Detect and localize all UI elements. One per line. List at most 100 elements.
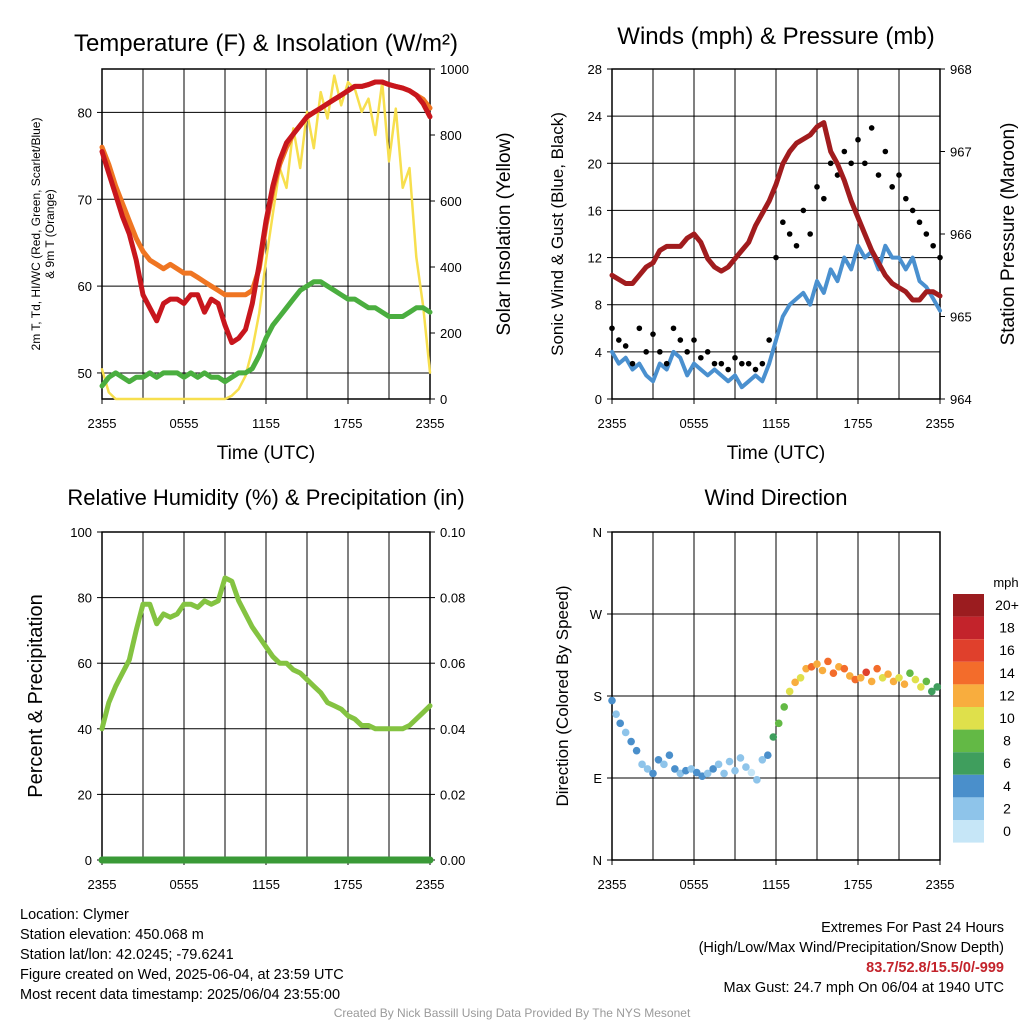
direction-point <box>747 768 756 777</box>
y-tick-label: 16 <box>588 203 602 218</box>
y-axis-label-direction: Direction (Colored By Speed) <box>553 585 572 806</box>
station-latlon: Station lat/lon: 42.0245; -79.6241 <box>20 947 234 963</box>
direction-point <box>873 664 881 673</box>
gust-point <box>684 349 690 355</box>
x-axis-label-temperature: Time (UTC) <box>217 443 316 464</box>
y2-tick-label: 0.02 <box>440 787 465 802</box>
y2-tick-label: 965 <box>950 310 972 325</box>
direction-point <box>813 660 821 668</box>
direction-point <box>796 673 805 682</box>
gust-point <box>916 219 923 226</box>
gust-point <box>807 231 813 237</box>
gust-point <box>821 195 827 202</box>
y2-tick-label: 0 <box>440 392 447 407</box>
gust-point <box>711 360 718 367</box>
y2-tick-label: 0.04 <box>440 722 465 737</box>
direction-point <box>758 755 767 764</box>
x-tick-label: 1155 <box>252 877 280 892</box>
station-location: Location: Clymer <box>20 907 129 923</box>
direction-point <box>922 677 931 686</box>
station-elevation: Station elevation: 450.068 m <box>20 927 204 943</box>
direction-point <box>889 677 898 686</box>
extremes-subtitle: (High/Low/Max Wind/Precipitation/Snow De… <box>698 940 1004 956</box>
y-axis-label-line: 2m T, Td, HI/WC (Red, Green, Scarlet/Blu… <box>29 118 43 351</box>
gust-point <box>732 354 738 361</box>
gust-point <box>800 207 807 214</box>
x-tick-label: 1755 <box>334 416 363 431</box>
colorbar-label: 18 <box>999 620 1015 636</box>
y-tick-label: 8 <box>595 298 602 313</box>
colorbar-swatch <box>953 774 984 798</box>
gust-point <box>896 172 902 178</box>
gust-point <box>875 172 882 178</box>
x-tick-label: 1155 <box>252 416 280 431</box>
y-tick-label: 20 <box>78 787 92 802</box>
x-tick-label: 0555 <box>680 416 709 431</box>
colorbar-title: mph <box>993 575 1018 590</box>
y-tick-label: 40 <box>78 722 92 737</box>
direction-point <box>692 768 701 777</box>
direction-point <box>780 703 788 711</box>
gust-point <box>868 125 875 131</box>
gust-point <box>780 219 786 226</box>
max-gust: Max Gust: 24.7 mph On 06/04 at 1940 UTC <box>723 980 1004 996</box>
gust-point <box>862 160 868 167</box>
colorbar-label: 10 <box>999 710 1015 726</box>
series-line-pressure <box>609 120 943 303</box>
direction-point <box>818 666 827 675</box>
gust-point <box>759 360 766 367</box>
colorbar-label: 0 <box>1003 823 1011 839</box>
gust-point <box>622 343 629 349</box>
y2-tick-label: 967 <box>950 145 972 160</box>
y-tick-label: 28 <box>588 62 602 77</box>
y-axis-label-temperature: 2m T, Td, HI/WC (Red, Green, Scarlet/Blu… <box>29 118 57 351</box>
x-tick-label: 2355 <box>416 416 445 431</box>
direction-point <box>867 677 876 686</box>
direction-point <box>621 728 630 737</box>
x-tick-label: 0555 <box>170 416 199 431</box>
y2-tick-label: 200 <box>440 326 462 341</box>
direction-point <box>709 765 717 773</box>
y-tick-label: 12 <box>588 251 602 266</box>
chart-title-winds: Winds (mph) & Pressure (mb) <box>617 23 934 50</box>
gust-point <box>752 366 759 373</box>
x-tick-label: 1155 <box>762 877 790 892</box>
direction-point <box>654 755 663 764</box>
colorbar-swatch <box>953 707 984 730</box>
direction-point <box>829 669 838 678</box>
direction-point <box>703 769 712 778</box>
x-tick-label: 2355 <box>926 877 955 892</box>
colorbar-label: 12 <box>999 687 1015 703</box>
direction-point <box>917 683 925 691</box>
y-tick-label: 100 <box>70 525 92 540</box>
colorbar-label: 6 <box>1003 755 1011 771</box>
gust-point <box>889 184 895 190</box>
gust-point <box>698 354 704 361</box>
gust-point <box>855 136 861 143</box>
direction-point <box>906 669 914 678</box>
recent-timestamp: Most recent data timestamp: 2025/06/04 2… <box>20 987 341 1003</box>
gust-point <box>718 360 725 367</box>
gust-point <box>841 148 848 155</box>
y-tick-label: N <box>593 525 602 540</box>
direction-point <box>928 687 936 696</box>
gust-point <box>814 184 820 190</box>
x-tick-label: 1155 <box>762 416 790 431</box>
y2-tick-label: 800 <box>440 128 462 143</box>
gust-point <box>609 325 615 332</box>
colorbar-label: 20+ <box>995 597 1019 613</box>
direction-point <box>900 680 909 688</box>
x-tick-label: 2355 <box>598 877 627 892</box>
colorbar-swatch <box>953 797 984 820</box>
gust-point <box>629 360 636 367</box>
extremes-info: Extremes For Past 24 Hours (High/Low/Max… <box>699 918 1004 998</box>
y-tick-label: 0 <box>85 853 92 868</box>
chart-title-wind-direction: Wind Direction <box>704 485 847 510</box>
x-tick-label: 2355 <box>88 416 117 431</box>
direction-point <box>731 766 739 775</box>
gust-point <box>903 195 909 202</box>
x-tick-label: 2355 <box>416 877 445 892</box>
direction-point <box>774 719 783 728</box>
series-line-2m-temp <box>99 79 433 346</box>
y-tick-label: 24 <box>588 109 602 124</box>
